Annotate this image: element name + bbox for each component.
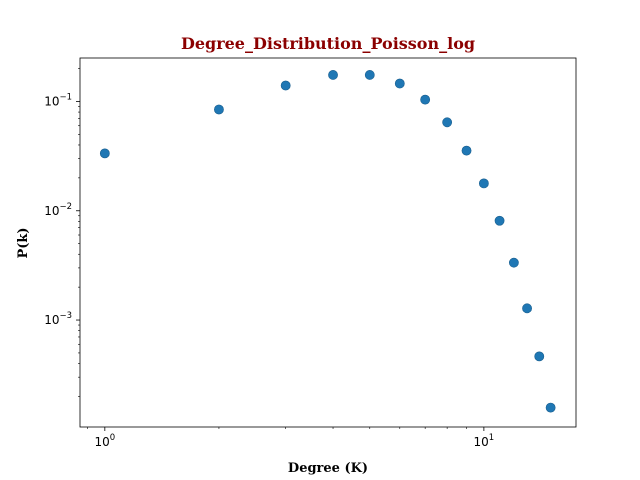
data-point bbox=[442, 117, 453, 128]
data-point bbox=[545, 402, 556, 413]
data-point bbox=[420, 94, 431, 105]
data-point bbox=[478, 178, 489, 189]
data-point bbox=[534, 351, 545, 362]
data-point bbox=[494, 215, 505, 226]
x-tick-label: 100 bbox=[94, 433, 115, 449]
x-axis-label: Degree (K) bbox=[288, 461, 368, 476]
y-tick-label: 10−2 bbox=[44, 202, 72, 218]
data-point bbox=[461, 145, 472, 156]
data-point bbox=[99, 148, 110, 159]
data-point bbox=[280, 80, 291, 91]
plot-frame bbox=[79, 57, 577, 428]
y-tick-label: 10−1 bbox=[44, 92, 72, 108]
y-tick-label: 10−3 bbox=[44, 311, 72, 327]
data-point bbox=[522, 303, 532, 314]
y-axis-label: P(k) bbox=[16, 227, 31, 258]
chart-title: Degree_Distribution_Poisson_log bbox=[181, 34, 475, 53]
x-tick-label: 101 bbox=[474, 433, 495, 449]
data-point bbox=[214, 104, 224, 115]
data-point bbox=[364, 70, 375, 80]
data-point bbox=[508, 257, 519, 268]
data-point bbox=[394, 78, 405, 89]
data-point bbox=[328, 70, 338, 80]
